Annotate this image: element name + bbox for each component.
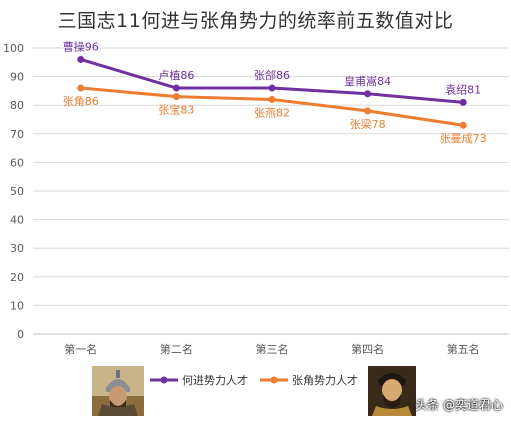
x-tick-label: 第四名 xyxy=(351,342,384,356)
data-point xyxy=(364,90,372,98)
y-tick-label: 0 xyxy=(17,328,24,341)
x-axis-ticks: 第一名 第二名 第三名 第四名 第五名 xyxy=(64,342,479,356)
x-tick-label: 第二名 xyxy=(160,342,193,356)
x-tick-label: 第三名 xyxy=(256,342,289,356)
x-tick-label: 第一名 xyxy=(64,342,97,356)
watermark: 头条 @奕道君心 xyxy=(415,398,503,412)
data-point xyxy=(459,98,467,106)
data-point xyxy=(172,93,180,101)
y-tick-label: 70 xyxy=(10,128,24,141)
data-label: 曹操96 xyxy=(63,39,99,53)
y-tick-label: 10 xyxy=(10,299,24,312)
chart-title: 三国志11何进与张角势力的统率前五数值对比 xyxy=(57,10,454,32)
data-label: 袁绍81 xyxy=(445,82,481,96)
y-tick-label: 40 xyxy=(10,214,24,227)
data-label: 张燕82 xyxy=(254,106,290,119)
data-point xyxy=(268,95,276,103)
y-tick-label: 30 xyxy=(10,242,24,255)
data-label: 张梁78 xyxy=(350,117,386,131)
gridlines xyxy=(33,47,509,335)
legend-marker xyxy=(160,376,168,384)
x-tick-label: 第五名 xyxy=(447,342,480,356)
data-point xyxy=(364,107,372,115)
y-tick-label: 100 xyxy=(3,42,24,55)
data-point xyxy=(77,55,85,63)
data-label: 张角86 xyxy=(63,95,99,108)
series-layer: 曹操96 卢植86 张郃86 皇甫嵩84 袁绍81 张角86 张宝83 张燕82 张梁78 张曼成… xyxy=(63,39,487,145)
legend-label: 张角势力人才 xyxy=(292,373,358,387)
y-tick-label: 60 xyxy=(10,156,24,169)
legend-marker xyxy=(270,376,278,384)
data-point xyxy=(459,121,467,129)
legend: 何进势力人才 张角势力人才 xyxy=(150,373,358,387)
data-label: 张曼成73 xyxy=(440,132,487,145)
data-label: 卢植86 xyxy=(158,68,194,82)
data-point xyxy=(77,84,85,92)
data-label: 张宝83 xyxy=(158,103,194,117)
data-point xyxy=(172,84,180,92)
y-tick-label: 50 xyxy=(10,185,24,198)
y-tick-label: 80 xyxy=(10,99,24,112)
y-tick-label: 20 xyxy=(10,271,24,284)
y-tick-label: 90 xyxy=(10,71,24,84)
data-point xyxy=(268,84,276,92)
legend-label: 何进势力人才 xyxy=(182,373,248,387)
portrait-left-image xyxy=(92,366,144,416)
data-label: 张郃86 xyxy=(254,69,290,82)
data-label: 皇甫嵩84 xyxy=(344,74,391,88)
portrait-right-image xyxy=(368,366,416,416)
y-axis-ticks: 0 10 20 30 40 50 60 70 80 90 100 xyxy=(3,42,24,341)
